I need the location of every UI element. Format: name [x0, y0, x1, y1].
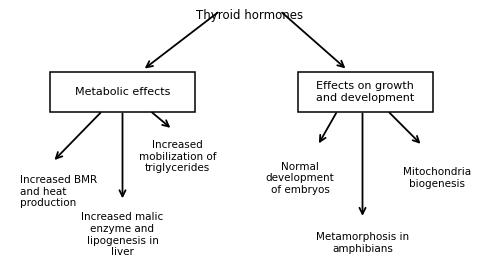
Text: Normal
development
of embryos: Normal development of embryos — [266, 162, 334, 195]
Text: Metabolic effects: Metabolic effects — [75, 87, 170, 97]
Text: Increased BMR
and heat
production: Increased BMR and heat production — [20, 175, 97, 208]
Text: Mitochondria
biogenesis: Mitochondria biogenesis — [404, 167, 471, 189]
FancyBboxPatch shape — [298, 72, 432, 112]
Text: Increased
mobilization of
triglycerides: Increased mobilization of triglycerides — [139, 140, 216, 173]
Text: Effects on growth
and development: Effects on growth and development — [316, 81, 414, 103]
Text: Metamorphosis in
amphibians: Metamorphosis in amphibians — [316, 232, 409, 254]
Text: Increased malic
enzyme and
lipogenesis in
liver: Increased malic enzyme and lipogenesis i… — [82, 212, 164, 257]
Text: Thyroid hormones: Thyroid hormones — [196, 9, 304, 22]
FancyBboxPatch shape — [50, 72, 195, 112]
